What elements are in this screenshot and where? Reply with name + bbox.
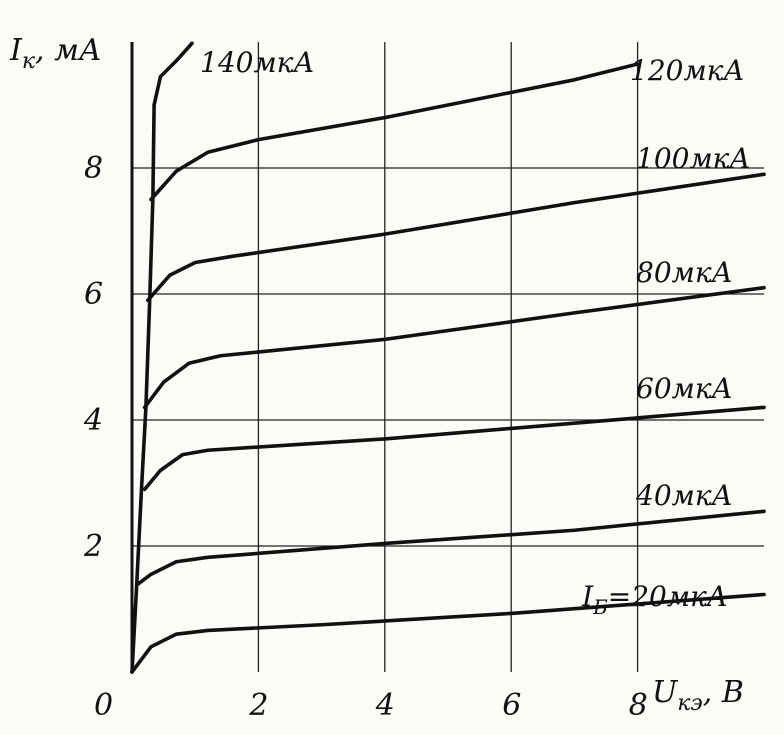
series-label-5: 100мкА bbox=[636, 142, 751, 175]
grid bbox=[132, 42, 764, 672]
series-line-5 bbox=[146, 172, 766, 303]
series-label-2: 40мкА bbox=[635, 479, 733, 512]
y-tick-label: 8 bbox=[84, 151, 103, 186]
y-axis-title: Iк, мА bbox=[9, 33, 102, 74]
series-line-7 bbox=[152, 41, 194, 107]
series-label-4: 80мкА bbox=[636, 256, 733, 289]
saturation-boundary-line bbox=[130, 103, 156, 674]
series-label-6: 120мкА bbox=[630, 54, 745, 87]
x-tick-label: 6 bbox=[502, 688, 521, 723]
series-label-3: 60мкА bbox=[636, 372, 733, 405]
y-tick-label: 2 bbox=[83, 529, 103, 564]
series-label-1: IБ=20мкА bbox=[581, 580, 728, 619]
x-tick-label: 2 bbox=[248, 688, 268, 723]
x-tick-label: 0 bbox=[94, 688, 113, 723]
x-tick-label: 4 bbox=[375, 688, 395, 723]
series-label-7: 140мкА bbox=[200, 46, 315, 79]
series-labels: IБ=20мкА 40мкА 60мкА 80мкА 100мкА 120мкА 140мк… bbox=[200, 46, 751, 619]
tick-labels: 0 2 4 6 8 2 4 6 8 bbox=[83, 151, 648, 723]
series-line-1 bbox=[130, 592, 766, 674]
x-axis-title: Uкэ, B bbox=[652, 675, 744, 716]
series-line-4 bbox=[142, 285, 766, 410]
x-tick-label: 8 bbox=[629, 688, 648, 723]
series-line-6 bbox=[149, 62, 640, 202]
series-line-3 bbox=[142, 405, 766, 492]
y-tick-label: 4 bbox=[83, 403, 103, 438]
y-tick-label: 6 bbox=[84, 277, 103, 312]
series-line-2 bbox=[136, 509, 766, 586]
curves bbox=[130, 41, 766, 674]
